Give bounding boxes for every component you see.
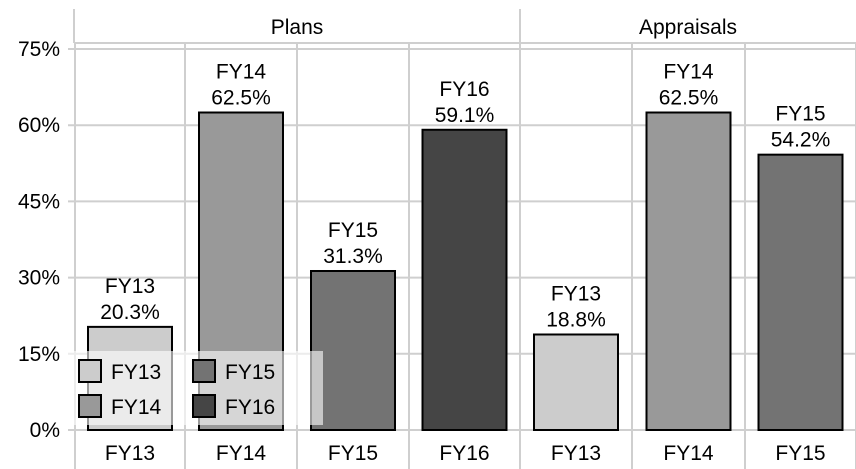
x-tick-label: FY15 [775,442,825,465]
legend-swatch [192,359,216,383]
legend-label: FY14 [111,396,162,419]
y-tick-label: 60% [18,114,60,137]
bar-label-value: 62.5% [211,87,271,110]
x-tick-label: FY13 [105,442,155,465]
bar-label-value: 62.5% [659,87,719,110]
legend-swatch [78,394,102,418]
x-tick-label: FY16 [439,442,489,465]
bar [533,333,619,431]
bar-label-value: 31.3% [323,245,383,268]
bar-label-category: FY14 [663,61,714,84]
x-tick-label: FY15 [328,442,378,465]
x-tick-label: FY14 [663,442,714,465]
bar-label-value: 59.1% [435,104,495,127]
x-tick-label: FY14 [216,442,267,465]
y-tick-label: 0% [30,419,60,442]
legend-label: FY13 [111,361,161,384]
legend-swatch [78,359,102,383]
legend-label: FY15 [225,361,275,384]
bar-label-category: FY14 [216,61,267,84]
legend: FY13 FY14 FY15 FY16 [68,351,323,425]
bar-label-value: 20.3% [100,301,160,324]
bar-label-category: FY13 [105,275,155,298]
bar-label-category: FY15 [775,103,825,126]
y-tick-label: 45% [18,190,60,213]
y-tick-label: 15% [18,343,60,366]
bar-label-value: 54.2% [771,129,831,152]
bar [421,128,508,431]
bar-label-value: 18.8% [546,308,606,331]
x-tick-label: FY13 [551,442,601,465]
y-tick-label: 75% [18,38,60,61]
bar-label-category: FY16 [439,78,489,101]
bar [645,111,732,431]
panel-title: Appraisals [639,16,737,39]
legend-label: FY16 [225,396,275,419]
legend-swatch [192,394,216,418]
bar [757,153,844,431]
panel-title: Plans [271,16,324,39]
bar [310,269,396,431]
y-tick-label: 30% [18,267,60,290]
bar-label-category: FY15 [328,219,378,242]
bar-label-category: FY13 [551,282,601,305]
